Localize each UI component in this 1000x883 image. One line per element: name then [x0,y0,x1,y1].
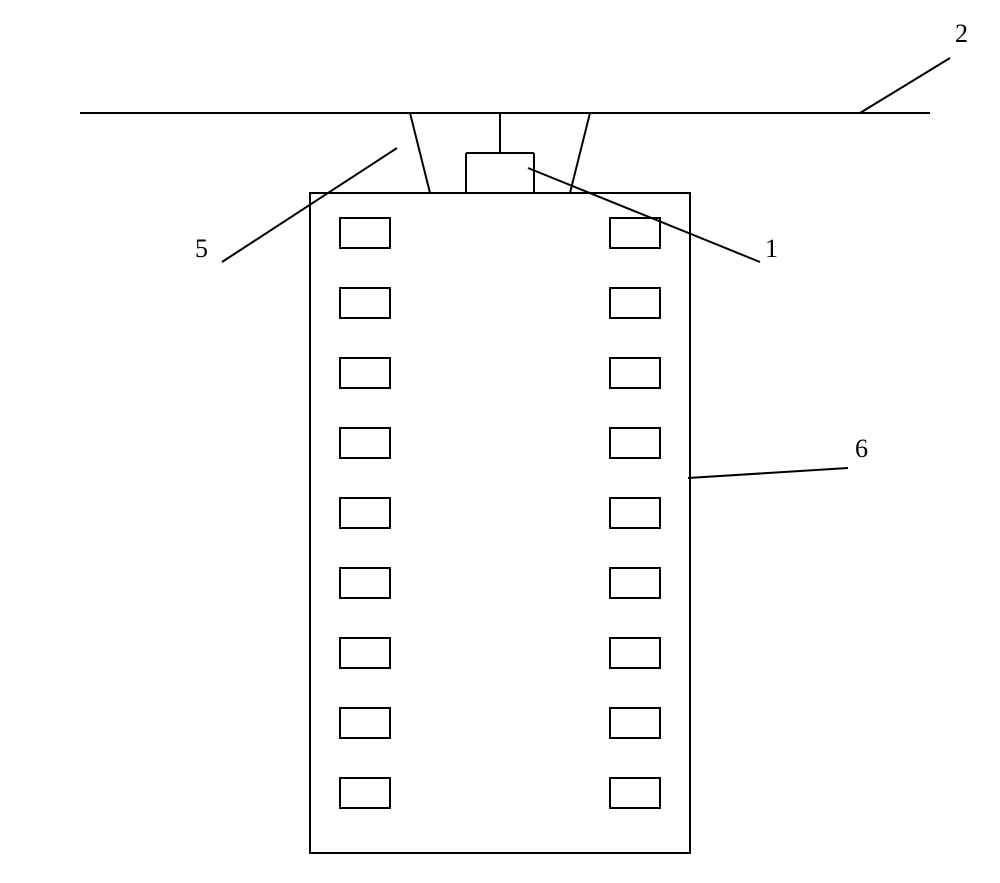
hole-right-1 [610,288,660,318]
hole-left-3 [340,428,390,458]
hole-left-8 [340,778,390,808]
trapezoid-right-side [570,113,590,193]
hole-left-4 [340,498,390,528]
hole-right-6 [610,638,660,668]
diagram-svg [0,0,1000,883]
hole-right-5 [610,568,660,598]
hole-right-2 [610,358,660,388]
leader-l6 [688,468,848,478]
hole-right-0 [610,218,660,248]
hole-left-1 [340,288,390,318]
hole-right-3 [610,428,660,458]
label-1: 1 [765,234,778,264]
hole-right-4 [610,498,660,528]
hole-left-7 [340,708,390,738]
hole-left-2 [340,358,390,388]
hole-left-6 [340,638,390,668]
hole-right-8 [610,778,660,808]
label-5: 5 [195,234,208,264]
trapezoid-left-side [410,113,430,193]
hole-left-0 [340,218,390,248]
label-2: 2 [955,19,968,49]
label-6: 6 [855,434,868,464]
hole-left-5 [340,568,390,598]
body-rect [310,193,690,853]
leader-l2 [860,58,950,113]
hole-right-7 [610,708,660,738]
